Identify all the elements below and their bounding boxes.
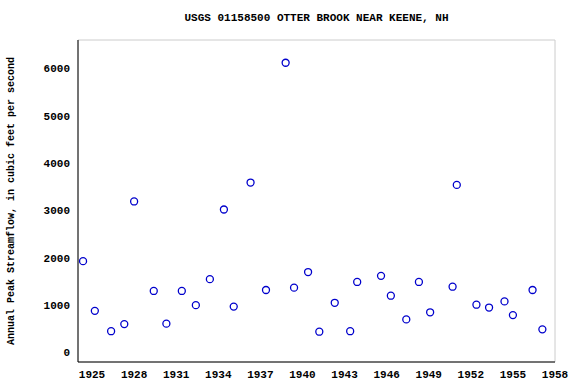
svg-text:5000: 5000	[44, 111, 70, 123]
svg-text:1937: 1937	[247, 369, 273, 381]
svg-text:1931: 1931	[163, 369, 190, 381]
html-text:USGS 01158500 OTTER BROOK NEAR: USGS 01158500 OTTER BROOK NEAR KEENE, NH	[184, 12, 449, 24]
svg-text:0: 0	[63, 347, 70, 359]
svg-text:2000: 2000	[44, 253, 70, 265]
svg-text:6000: 6000	[44, 63, 70, 75]
svg-text:1943: 1943	[331, 369, 358, 381]
svg-text:1949: 1949	[416, 369, 442, 381]
svg-text:1928: 1928	[121, 369, 148, 381]
svg-text:1958: 1958	[542, 369, 568, 381]
svg-text:3000: 3000	[44, 205, 70, 217]
svg-text:1946: 1946	[373, 369, 399, 381]
svg-text:1934: 1934	[205, 369, 232, 381]
svg-text:1955: 1955	[500, 369, 527, 381]
svg-text:1925: 1925	[79, 369, 106, 381]
svg-text:Annual Peak Streamflow, in cub: Annual Peak Streamflow, in cubic feet pe…	[8, 57, 17, 345]
svg-text:1952: 1952	[458, 369, 484, 381]
svg-text:1940: 1940	[289, 369, 315, 381]
svg-text:1000: 1000	[44, 300, 70, 312]
svg-text:4000: 4000	[44, 158, 70, 170]
